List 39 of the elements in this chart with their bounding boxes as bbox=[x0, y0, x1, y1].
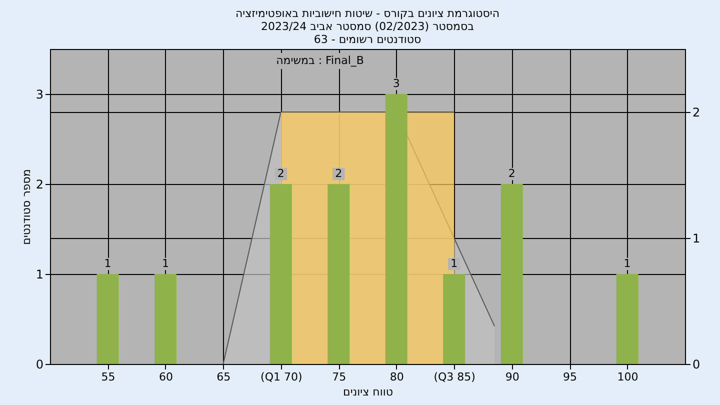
x-tick-label: 55 bbox=[101, 370, 116, 384]
y-tick-label: 3 bbox=[36, 88, 44, 102]
x-tick-label: 90 bbox=[505, 370, 520, 384]
bar bbox=[96, 274, 119, 364]
data-label: 2 bbox=[508, 167, 516, 180]
bar bbox=[500, 184, 523, 364]
data-label: 1 bbox=[624, 257, 631, 270]
y-tick-label: 1 bbox=[36, 268, 44, 282]
text: בסמסטר (02/2023) סמסטר אביב 2023/24 bbox=[260, 20, 474, 33]
x-axis-title: טווח ציונים bbox=[343, 386, 393, 398]
bar bbox=[616, 274, 638, 364]
data-label: 2 bbox=[335, 167, 342, 180]
x-tick-label: 100 bbox=[617, 370, 638, 384]
text: היסטוגרמת ציונים בקורס - שיטות חישוביות באופטימיזציה bbox=[235, 7, 500, 20]
y-axis-title: מספר סטודנטים bbox=[20, 169, 33, 245]
y2-tick-label: 0 bbox=[692, 358, 700, 372]
x-tick-label: (Q3 85) bbox=[434, 370, 476, 384]
data-label: 1 bbox=[104, 257, 112, 270]
text: סטודנטים רשומים - 63 bbox=[314, 33, 422, 46]
x-tick-label: 95 bbox=[563, 370, 578, 384]
x-tick-label: 65 bbox=[216, 370, 231, 384]
x-tick-label: 80 bbox=[390, 370, 404, 384]
x-tick-label: 60 bbox=[158, 370, 173, 384]
bar bbox=[443, 274, 466, 364]
annotation: במשימה : Final_B bbox=[276, 54, 364, 67]
data-label: 1 bbox=[162, 257, 169, 270]
bar bbox=[385, 94, 408, 364]
x-tick-label: 75 bbox=[332, 370, 346, 384]
data-label: 1 bbox=[450, 257, 458, 270]
data-label: 2 bbox=[277, 167, 284, 180]
x-tick-label: (Q1 70) bbox=[260, 370, 302, 384]
bar bbox=[328, 184, 350, 364]
bar bbox=[270, 184, 292, 364]
y-tick-label: 2 bbox=[36, 178, 44, 192]
y2-tick-label: 2 bbox=[692, 106, 700, 120]
y-tick-label: 0 bbox=[36, 358, 44, 372]
bar bbox=[154, 274, 176, 364]
y2-tick-label: 1 bbox=[692, 232, 700, 246]
data-label: 3 bbox=[392, 77, 400, 90]
